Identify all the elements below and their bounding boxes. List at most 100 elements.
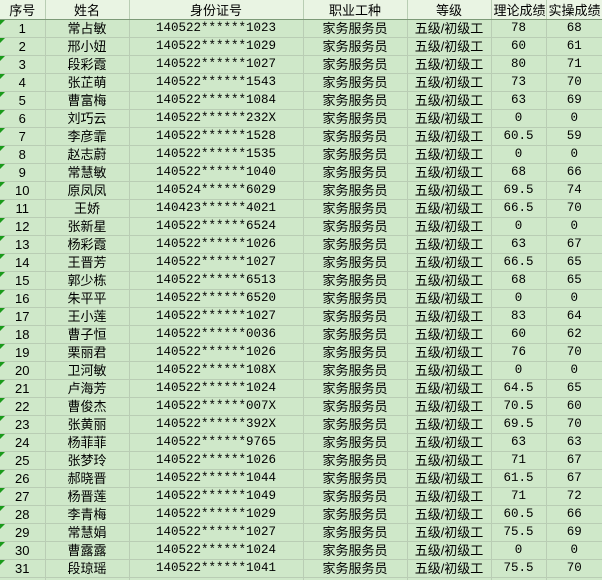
- cell-prac-score[interactable]: 64: [546, 307, 602, 326]
- cell-theory-score[interactable]: 69.5: [491, 181, 547, 200]
- cell-level[interactable]: 五级/初级工: [407, 235, 492, 254]
- cell-prac-score[interactable]: 72: [546, 487, 602, 506]
- cell-theory-score[interactable]: 63: [491, 433, 547, 452]
- cell-prac-score[interactable]: 65: [546, 379, 602, 398]
- cell-level[interactable]: 五级/初级工: [407, 325, 492, 344]
- table-row[interactable]: 6 刘巧云 140522******232X 家务服务员 五级/初级工 0 0: [0, 109, 602, 128]
- cell-job[interactable]: 家务服务员: [303, 199, 408, 218]
- cell-theory-score[interactable]: 60.5: [491, 505, 547, 524]
- table-row[interactable]: 7 李彦霏 140522******1528 家务服务员 五级/初级工 60.5 59: [0, 127, 602, 146]
- table-row[interactable]: 3 段彩霞 140522******1027 家务服务员 五级/初级工 80 71: [0, 55, 602, 74]
- cell-id-number[interactable]: 140524******6029: [129, 181, 304, 200]
- cell-theory-score[interactable]: 73: [491, 73, 547, 92]
- cell-name[interactable]: 常占敏: [45, 19, 130, 38]
- cell-theory-score[interactable]: 66.5: [491, 199, 547, 218]
- cell-level[interactable]: 五级/初级工: [407, 37, 492, 56]
- cell-job[interactable]: 家务服务员: [303, 109, 408, 128]
- cell-prac-score[interactable]: 63: [546, 433, 602, 452]
- cell-id-number[interactable]: 140522******1024: [129, 379, 304, 398]
- cell-level[interactable]: 五级/初级工: [407, 523, 492, 542]
- cell-id-number[interactable]: 140522******1528: [129, 127, 304, 146]
- table-row[interactable]: 21 卢海芳 140522******1024 家务服务员 五级/初级工 64.5 65: [0, 379, 602, 398]
- cell-seq[interactable]: 30: [0, 541, 46, 560]
- cell-name[interactable]: 张黄丽: [45, 415, 130, 434]
- cell-seq[interactable]: [0, 577, 46, 580]
- cell-prac-score[interactable]: 74: [546, 181, 602, 200]
- table-row[interactable]: 22 曹俊杰 140522******007X 家务服务员 五级/初级工 70.5 60: [0, 397, 602, 416]
- cell-job[interactable]: 家务服务员: [303, 289, 408, 308]
- table-row[interactable]: 11 王娇 140423******4021 家务服务员 五级/初级工 66.5 70: [0, 199, 602, 218]
- cell-seq[interactable]: 20: [0, 361, 46, 380]
- cell-prac-score[interactable]: 70: [546, 199, 602, 218]
- cell-theory-score[interactable]: 71: [491, 487, 547, 506]
- cell-name[interactable]: 原凤凤: [45, 181, 130, 200]
- cell-job[interactable]: 家务服务员: [303, 37, 408, 56]
- cell-name[interactable]: 朱平平: [45, 289, 130, 308]
- cell-id-number[interactable]: 140522******1023: [129, 19, 304, 38]
- cell-theory-score[interactable]: 63: [491, 235, 547, 254]
- cell-level[interactable]: 五级/初级工: [407, 541, 492, 560]
- cell-name[interactable]: 常慧敏: [45, 163, 130, 182]
- cell-seq[interactable]: 19: [0, 343, 46, 362]
- cell-prac-score[interactable]: 66: [546, 163, 602, 182]
- cell-theory-score[interactable]: 80: [491, 55, 547, 74]
- cell-level[interactable]: 五级/初级工: [407, 433, 492, 452]
- cell-theory[interactable]: [491, 577, 547, 580]
- cell-seq[interactable]: 1: [0, 19, 46, 38]
- cell-level[interactable]: 五级/初级工: [407, 559, 492, 578]
- cell-theory-score[interactable]: 63: [491, 91, 547, 110]
- cell-theory-score[interactable]: 0: [491, 361, 547, 380]
- cell-seq[interactable]: 29: [0, 523, 46, 542]
- cell-prac-score[interactable]: 0: [546, 361, 602, 380]
- cell-theory-score[interactable]: 0: [491, 109, 547, 128]
- cell-job[interactable]: 家务服务员: [303, 19, 408, 38]
- cell-theory-score[interactable]: 76: [491, 343, 547, 362]
- table-row[interactable]: 10 原凤凤 140524******6029 家务服务员 五级/初级工 69.5 74: [0, 181, 602, 200]
- cell-name[interactable]: 段琼瑶: [45, 559, 130, 578]
- cell-job[interactable]: 家务服务员: [303, 415, 408, 434]
- cell-job[interactable]: 家务服务员: [303, 55, 408, 74]
- cell-prac-score[interactable]: 69: [546, 91, 602, 110]
- cell-job[interactable]: [303, 577, 408, 580]
- cell-id-number[interactable]: 140522******6513: [129, 271, 304, 290]
- cell-name[interactable]: 王娇: [45, 199, 130, 218]
- cell-prac-score[interactable]: 71: [546, 55, 602, 74]
- cell-name[interactable]: 张新星: [45, 217, 130, 236]
- cell-name[interactable]: 杨彩霞: [45, 235, 130, 254]
- cell-job[interactable]: 家务服务员: [303, 379, 408, 398]
- cell-prac-score[interactable]: 70: [546, 343, 602, 362]
- cell-level[interactable]: [407, 577, 492, 580]
- cell-job[interactable]: 家务服务员: [303, 541, 408, 560]
- cell-seq[interactable]: 10: [0, 181, 46, 200]
- cell-name[interactable]: 曹子恒: [45, 325, 130, 344]
- cell-level[interactable]: 五级/初级工: [407, 55, 492, 74]
- cell-job[interactable]: 家务服务员: [303, 433, 408, 452]
- table-row[interactable]: 13 杨彩霞 140522******1026 家务服务员 五级/初级工 63 67: [0, 235, 602, 254]
- cell-level[interactable]: 五级/初级工: [407, 127, 492, 146]
- table-row[interactable]: 12 张新星 140522******6524 家务服务员 五级/初级工 0 0: [0, 217, 602, 236]
- table-row[interactable]: 17 王小莲 140522******1027 家务服务员 五级/初级工 83 64: [0, 307, 602, 326]
- cell-job[interactable]: 家务服务员: [303, 325, 408, 344]
- cell-id-number[interactable]: 140522******6520: [129, 289, 304, 308]
- cell-id-number[interactable]: 140522******1041: [129, 559, 304, 578]
- cell-seq[interactable]: 17: [0, 307, 46, 326]
- cell-theory-score[interactable]: 64.5: [491, 379, 547, 398]
- cell-seq[interactable]: 12: [0, 217, 46, 236]
- cell-level[interactable]: 五级/初级工: [407, 451, 492, 470]
- cell-job[interactable]: 家务服务员: [303, 181, 408, 200]
- cell-level[interactable]: 五级/初级工: [407, 307, 492, 326]
- cell-id-number[interactable]: 140522******1040: [129, 163, 304, 182]
- table-row[interactable]: 29 常慧娟 140522******1027 家务服务员 五级/初级工 75.5 69: [0, 523, 602, 542]
- cell-job[interactable]: 家务服务员: [303, 271, 408, 290]
- cell-id-number[interactable]: 140522******1026: [129, 343, 304, 362]
- cell-id-number[interactable]: 140522******0036: [129, 325, 304, 344]
- cell-level[interactable]: 五级/初级工: [407, 73, 492, 92]
- table-row[interactable]: 9 常慧敏 140522******1040 家务服务员 五级/初级工 68 66: [0, 163, 602, 182]
- column-header-prac[interactable]: 实操成绩: [546, 0, 602, 20]
- cell-seq[interactable]: 23: [0, 415, 46, 434]
- cell-job[interactable]: 家务服务员: [303, 307, 408, 326]
- cell-id-number[interactable]: 140522******1027: [129, 307, 304, 326]
- cell-theory-score[interactable]: 66.5: [491, 253, 547, 272]
- cell-prac-score[interactable]: 68: [546, 19, 602, 38]
- cell-prac-score[interactable]: 0: [546, 109, 602, 128]
